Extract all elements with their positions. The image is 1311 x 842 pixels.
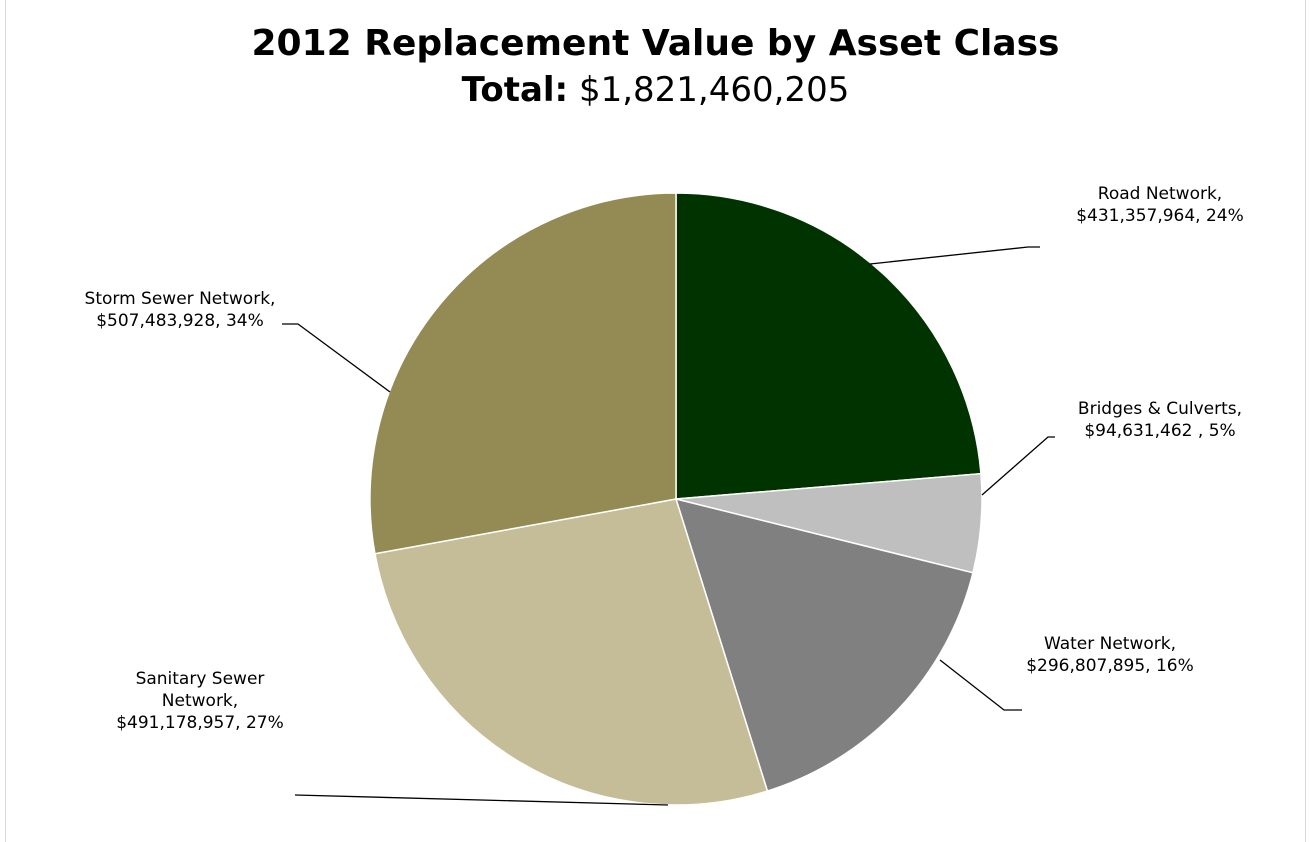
leader-line — [939, 659, 1022, 711]
slice-data-label: Bridges & Culverts, $94,631,462 , 5% — [1078, 399, 1242, 441]
leader-line — [981, 436, 1055, 496]
leader-line — [294, 794, 669, 806]
slice-data-label: Road Network, $431,357,964, 24% — [1076, 184, 1244, 226]
leader-line — [869, 246, 1040, 265]
pie-slice — [675, 192, 982, 500]
pie-slice — [369, 192, 677, 555]
subtitle-total-value: $1,821,460,205 — [578, 70, 850, 110]
subtitle-label: Total: — [461, 70, 569, 110]
slice-data-label: Water Network, $296,807,895, 16% — [1026, 634, 1194, 676]
chart-subtitle: Total: $1,821,460,205 — [0, 68, 1311, 112]
pie-slice — [674, 497, 974, 792]
slice-data-label: Storm Sewer Network, $507,483,928, 34% — [85, 289, 276, 331]
chart-title: 2012 Replacement Value by Asset Class — [251, 23, 1060, 64]
chart-frame — [5, 0, 1306, 842]
pie-slice — [374, 498, 769, 806]
slice-data-label: Sanitary Sewer Network, $491,178,957, 27% — [116, 669, 284, 733]
leader-line — [282, 323, 391, 393]
